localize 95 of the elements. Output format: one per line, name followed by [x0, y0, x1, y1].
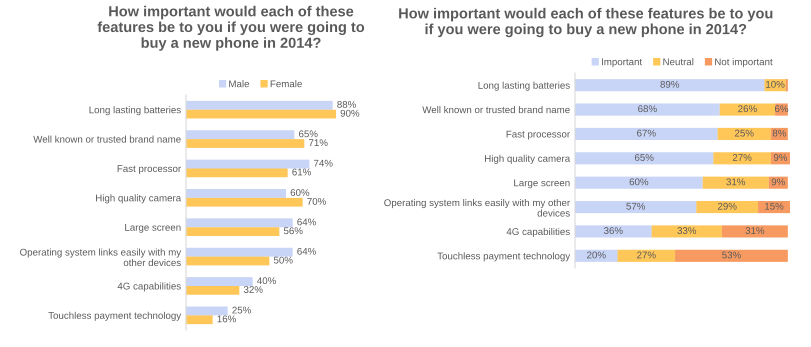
bar [675, 250, 788, 262]
data-label: 61% [292, 168, 311, 176]
bar [186, 100, 333, 110]
bar [186, 218, 293, 228]
data-label: 67% [637, 130, 656, 137]
bar [652, 225, 722, 238]
y-tick-label: Long lasting batteries [90, 106, 181, 116]
bar [575, 225, 652, 238]
bar [718, 128, 771, 140]
bar [575, 250, 618, 262]
y-tick-label: Long lasting batteries [478, 82, 570, 91]
bar [575, 79, 764, 92]
bar [186, 130, 294, 140]
data-label: 68% [638, 105, 657, 112]
data-label: 50% [274, 256, 293, 264]
data-label: 65% [298, 130, 318, 138]
data-label: 33% [677, 227, 696, 234]
bar [702, 176, 769, 189]
data-label: 40% [257, 277, 276, 284]
bar [186, 315, 213, 324]
data-label: 27% [732, 154, 752, 161]
y-tick-label: 4G capabilities [506, 228, 570, 237]
y-tick-label: Fast processor [118, 165, 181, 174]
data-label: 16% [218, 315, 236, 322]
data-label: 65% [634, 154, 654, 161]
legend-label: Important [602, 58, 642, 68]
data-label: 89% [660, 80, 680, 88]
y-tick-label: Operating system links easily with my other devices [384, 199, 570, 217]
chart-title: How important would each of these features be to you if you were going to buy a new phone in 2014? [399, 8, 772, 38]
data-label: 8% [772, 130, 786, 137]
data-label: 57% [626, 202, 646, 210]
legend-label: Neutral [663, 58, 694, 66]
bar [575, 176, 703, 189]
y-tick-label: High quality camera [96, 194, 182, 204]
data-label: 36% [604, 227, 623, 234]
data-label: 60% [630, 178, 648, 186]
data-label: 90% [340, 110, 360, 117]
data-label: 74% [314, 160, 333, 167]
bar [186, 198, 303, 207]
bar [186, 189, 286, 198]
bar [186, 248, 293, 257]
bar [186, 160, 310, 168]
data-label: 53% [722, 252, 741, 258]
data-label: 15% [765, 202, 784, 210]
data-label: 20% [587, 252, 606, 258]
bar [722, 225, 788, 238]
y-tick-label: Touchless payment technology [437, 252, 570, 262]
data-label: 71% [309, 139, 328, 146]
bar [186, 110, 336, 118]
data-label: 70% [307, 198, 326, 205]
y-tick-label: Well known or trusted brand name [422, 106, 570, 114]
legend-label: Male [229, 80, 250, 88]
bar [186, 227, 280, 236]
data-label: 26% [738, 105, 757, 112]
bar [186, 306, 228, 316]
data-label: 9% [774, 154, 788, 161]
bar [696, 200, 758, 214]
data-label: 31% [726, 178, 746, 186]
data-label: 31% [746, 227, 764, 234]
y-tick-label: Touchless payment technology [48, 312, 182, 321]
y-tick-label: Operating system links easily with my other devices [20, 248, 182, 266]
bar [575, 103, 720, 116]
y-tick-label: 4G capabilities [118, 282, 181, 292]
data-label: 9% [772, 178, 785, 186]
data-label: 88% [337, 101, 356, 108]
data-label: 29% [718, 202, 737, 210]
data-label: 64% [297, 218, 316, 226]
data-label: 60% [290, 189, 310, 196]
y-tick-label: Fast processor [506, 130, 570, 140]
bar [186, 286, 240, 295]
data-label: 25% [734, 130, 754, 137]
data-label: 32% [244, 286, 263, 293]
bar [768, 176, 788, 189]
bar [713, 152, 771, 164]
y-tick-label: Well known or trusted brand name [33, 136, 181, 143]
data-label: 25% [232, 306, 251, 314]
bar [186, 168, 288, 178]
legend-label: Female [270, 80, 302, 88]
bar [720, 103, 776, 116]
bar [186, 277, 253, 286]
data-label: 10% [766, 80, 784, 88]
bar [575, 152, 714, 164]
bar [575, 128, 718, 140]
legend-label: Not important [715, 58, 773, 68]
bar [575, 200, 696, 214]
bar [186, 139, 304, 148]
data-label: 56% [284, 227, 303, 234]
y-tick-label: Large screen [514, 180, 570, 188]
data-label: 64% [297, 248, 316, 255]
data-label: 27% [637, 252, 656, 258]
y-tick-label: Large screen [125, 224, 181, 233]
bar [186, 256, 270, 266]
y-tick-label: High quality camera [485, 154, 570, 164]
bar [618, 250, 676, 262]
chart-title: How important would each of these features be to you if you were going to buy a new phone in 2014? [98, 6, 364, 51]
